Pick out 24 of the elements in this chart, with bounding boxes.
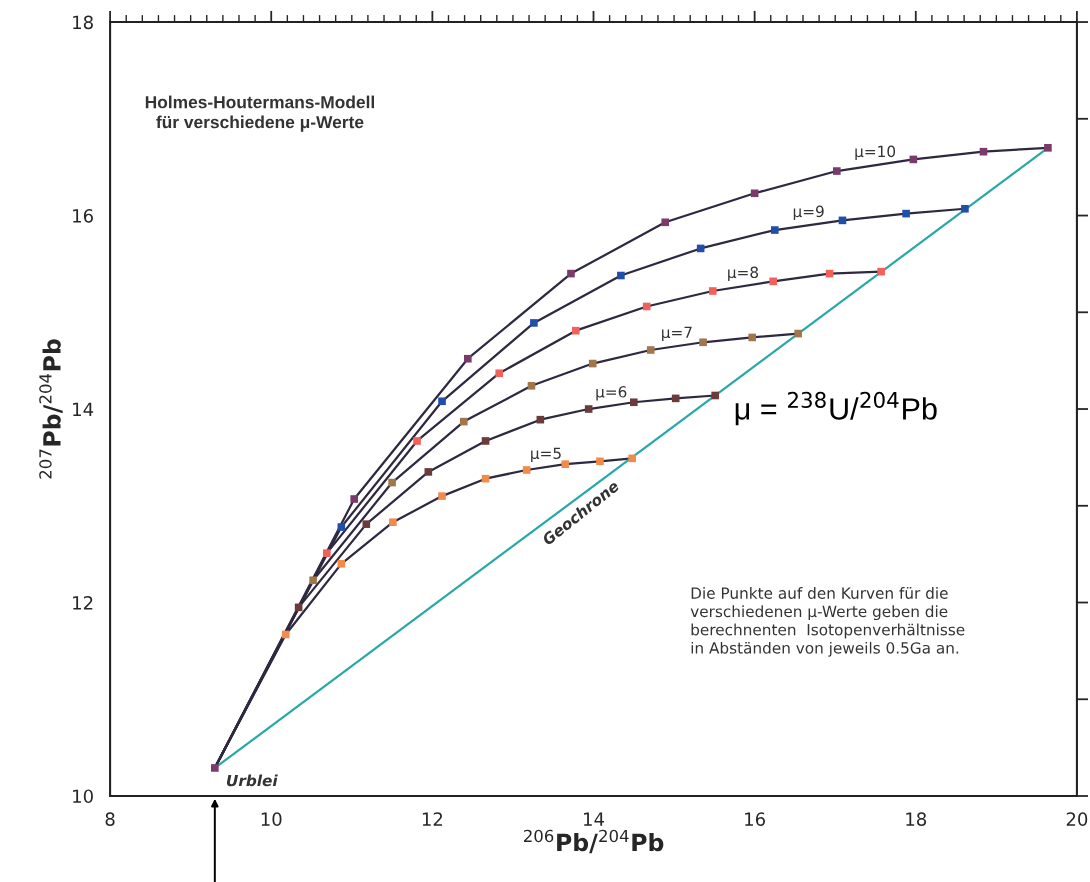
y-axis-title: $^{207}$Pb/$^{204}$Pb [39, 339, 63, 479]
y-tick-label: 10 [73, 789, 93, 804]
x-tick-label: 14 [584, 812, 604, 826]
series-label: μ=10 [855, 145, 896, 161]
annotation: Die Punkte auf den Kurven für die verschiedenen μ-Werte geben die berechnenten Isotopenverhältnisse in Abständen von jeweils 0.5Ga an. [690, 587, 965, 657]
series-label: μ=5 [531, 447, 561, 462]
x-axis-title: $^{206}$Pb/$^{204}$Pb [523, 829, 664, 854]
y-tick-label: 16 [73, 209, 93, 223]
text: Holmes-Houtermans-Modell für verschiedene μ-Werte [145, 95, 374, 132]
x-tick-label: 10 [261, 812, 282, 826]
x-tick-label: 16 [745, 812, 765, 826]
x-tick-label: 18 [906, 812, 927, 826]
annotation: Urblei [226, 774, 278, 787]
y-tick-label: 18 [73, 15, 93, 30]
x-tick-label: 20 [1066, 812, 1088, 826]
y-tick-label: 14 [73, 402, 94, 416]
annotation: μ = $^{238}$U/$^{204}$Pb [735, 391, 937, 426]
x-tick-label: 8 [105, 812, 115, 826]
y-tick-label: 12 [73, 595, 93, 610]
series-label: μ=8 [728, 266, 759, 282]
series-label: μ=6 [596, 386, 627, 401]
x-tick-label: 12 [422, 812, 443, 826]
series-label: μ=9 [793, 205, 824, 221]
series-label: μ=7 [662, 326, 692, 342]
